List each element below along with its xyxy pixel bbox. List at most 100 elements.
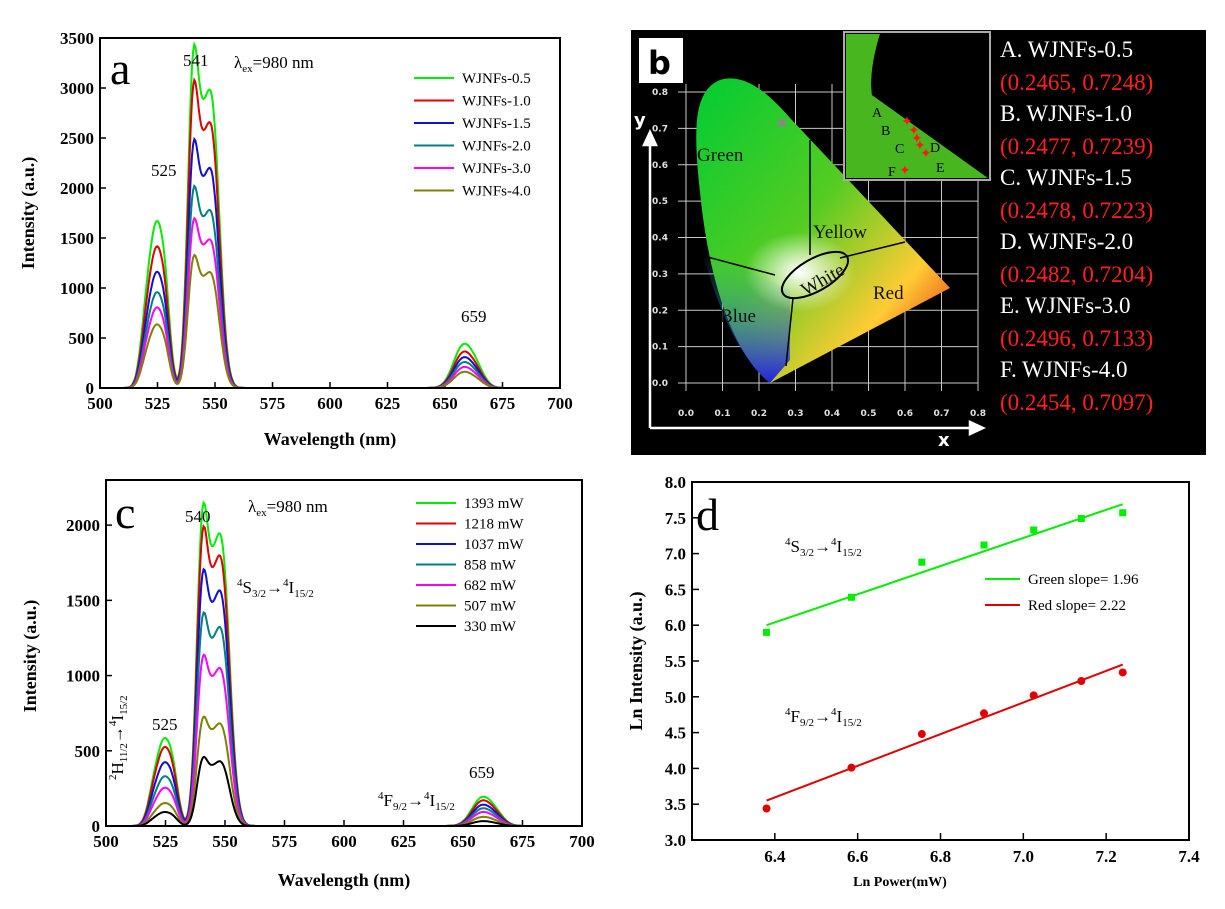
panel-d-chart: d 6.4 6.6 6.8 7.0 7.2 7.4 3.0 3.5 4.0 4.5 5.0 5.5 6.…	[626, 473, 1200, 890]
data-point	[1078, 515, 1085, 522]
y-tick-label: 0.0	[652, 379, 668, 389]
x-tick-label: 0.5	[861, 409, 877, 419]
x-tick-label: 0.8	[970, 409, 986, 419]
fit-line	[767, 665, 1123, 801]
x-tick-label: 650	[432, 394, 458, 413]
x-tick-label: 6.6	[847, 847, 868, 866]
y-tick-label: 0.8	[652, 88, 668, 98]
x-tick-label: 0.1	[715, 409, 731, 419]
y-tick-label: 4.0	[665, 759, 686, 778]
point-name: B. WJNFs-1.0	[1000, 101, 1132, 126]
panel-a-legend: WJNFs-0.5 WJNFs-1.0 WJNFs-1.5 WJNFs-2.0 WJNF…	[414, 71, 531, 200]
data-point	[918, 730, 926, 738]
data-point	[1119, 668, 1127, 676]
x-tick-label: 0.6	[897, 409, 913, 419]
x-tick-label: 700	[547, 394, 573, 413]
panel-c-ylabel: Intensity (a.u.)	[20, 600, 41, 713]
point-coordinate: (0.2478, 0.7223)	[1000, 198, 1153, 223]
y-tick-label: 0	[86, 379, 95, 398]
legend-label: WJNFs-0.5	[462, 71, 531, 87]
svg-text:λex=980 nm: λex=980 nm	[248, 497, 328, 519]
y-tick-label: 3500	[60, 29, 94, 48]
data-point	[1030, 691, 1038, 699]
y-tick-label: 500	[75, 742, 101, 761]
y-tick-label: 2000	[60, 179, 94, 198]
panel-b-xlabel: x	[938, 430, 950, 451]
x-tick-label: 625	[391, 832, 417, 851]
x-tick-label: 550	[202, 394, 228, 413]
legend-label: WJNFs-2.0	[462, 139, 531, 155]
point-coordinate: (0.2477, 0.7239)	[1000, 134, 1153, 159]
data-point	[980, 709, 988, 717]
data-point	[918, 559, 925, 566]
svg-text:λex=980 nm: λex=980 nm	[234, 53, 314, 75]
legend-label: WJNFs-1.0	[462, 94, 531, 110]
panel-c-chart: c 500 525 550 575 600 625 650 675 70005001000150…	[20, 480, 595, 891]
y-tick-label: 3000	[60, 79, 94, 98]
y-tick-label: 2500	[60, 129, 94, 148]
panel-a-peak-label: 659	[461, 307, 487, 326]
data-point	[1030, 526, 1037, 533]
x-tick-label: 6.4	[764, 847, 786, 866]
legend-label: WJNFs-1.5	[462, 116, 531, 132]
y-tick-label: 3.5	[665, 795, 686, 814]
panel-d-xlabel: Ln Power(mW)	[853, 875, 947, 890]
panel-b-cie-diagram: 0.0 0.0 0.1 0.1 0.2 0.2 0.3 0.3 0.4 0.4 0.5 0.5 0.6 0…	[631, 30, 1206, 455]
panel-b-inset: ✦A✦B ✦C ✦ D✦E✦F	[844, 32, 990, 180]
y-tick-label: 1500	[66, 591, 100, 610]
x-tick-label: 600	[317, 394, 343, 413]
point-coordinate: (0.2465, 0.7248)	[1000, 70, 1153, 95]
y-tick-label: 0.4	[652, 234, 668, 244]
y-tick-label: 7.5	[665, 509, 686, 528]
panel-b-region-label: Green	[697, 145, 744, 166]
y-tick-label: 7.0	[665, 545, 686, 564]
inset-star-marker: ✦	[920, 146, 932, 162]
legend-label: WJNFs-3.0	[462, 161, 531, 177]
point-name: E. WJNFs-3.0	[1000, 293, 1131, 318]
legend-label: 330 mW	[464, 619, 517, 635]
x-tick-label: 625	[375, 394, 401, 413]
panel-d-frame	[692, 482, 1189, 840]
y-tick-label: 3.0	[665, 831, 686, 850]
x-tick-label: 525	[145, 394, 171, 413]
inset-point-label: C	[895, 142, 904, 157]
x-tick-label: 7.2	[1096, 847, 1117, 866]
y-tick-label: 0.6	[652, 161, 668, 171]
panel-c-transition-h: 2H11/2→4I15/2	[107, 695, 130, 780]
panel-d-transition-green: 4S3/2→4I15/2	[785, 536, 862, 559]
inset-point-label: B	[881, 124, 890, 139]
point-coordinate: (0.2454, 0.7097)	[1000, 390, 1153, 415]
data-point	[848, 594, 855, 601]
panel-a-peak-label: 541	[183, 51, 209, 70]
panel-d-legend: Green slope= 1.96 Red slope= 2.22	[985, 572, 1139, 614]
y-tick-label: 1000	[66, 667, 100, 686]
panel-c-xlabel: Wavelength (nm)	[278, 870, 411, 891]
y-tick-label: 6.0	[665, 616, 686, 635]
y-tick-label: 1500	[60, 229, 94, 248]
panel-c-transition-green: 4S3/2→4I15/2	[237, 577, 314, 600]
point-name: A. WJNFs-0.5	[1000, 37, 1133, 62]
x-tick-label: 0.2	[751, 409, 767, 419]
panel-c-peak-label: 525	[152, 715, 178, 734]
legend-label: 858 mW	[464, 558, 517, 574]
panel-a-chart: a 500 525 550 575 600 625 650 675 70005001000150…	[18, 29, 573, 450]
legend-label: Green slope= 1.96	[1028, 572, 1139, 588]
point-name: D. WJNFs-2.0	[1000, 229, 1133, 254]
point-coordinate: (0.2496, 0.7133)	[1000, 326, 1153, 351]
x-tick-label: 550	[212, 832, 238, 851]
x-tick-label: 675	[490, 394, 516, 413]
x-tick-label: 7.4	[1178, 847, 1200, 866]
legend-label: 1393 mW	[464, 496, 524, 512]
x-tick-label: 0.0	[678, 409, 694, 419]
y-tick-label: 2000	[66, 516, 100, 535]
panel-a-letter: a	[110, 43, 130, 94]
data-point	[1119, 509, 1126, 516]
x-tick-label: 0.4	[824, 409, 840, 419]
point-name: F. WJNFs-4.0	[1000, 357, 1127, 382]
panel-a-ylabel: Intensity (a.u.)	[18, 157, 39, 270]
x-tick-label: 575	[260, 394, 286, 413]
panel-c-transition-red: 4F9/2→4I15/2	[378, 790, 455, 813]
y-tick-label: 0.3	[652, 270, 668, 280]
inset-star-marker: ✦	[899, 163, 911, 179]
panel-c-legend: 1393 mW1218 mW1037 mW858 mW682 mW507 mW3…	[416, 496, 524, 635]
